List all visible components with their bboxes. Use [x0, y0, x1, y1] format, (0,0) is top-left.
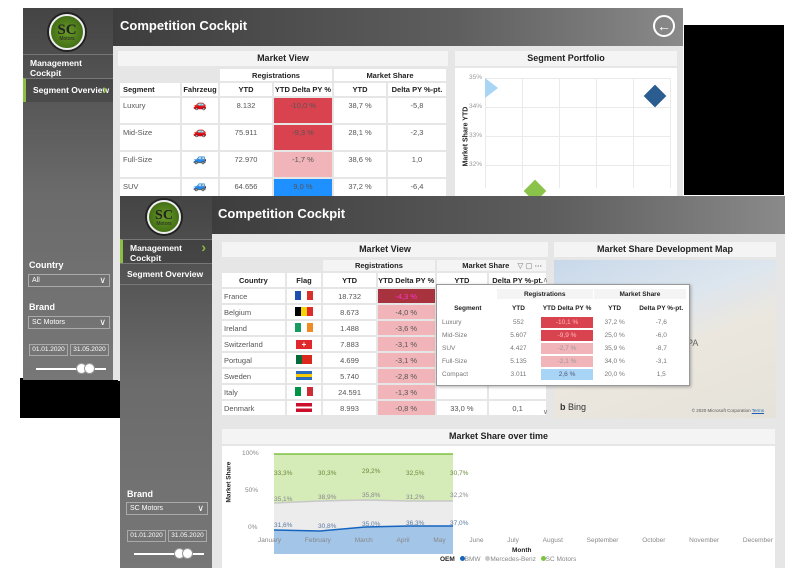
brand-dropdown[interactable]: SC Motors ∨: [126, 502, 208, 515]
page-title: Competition Cockpit: [120, 18, 248, 33]
date-slider-track[interactable]: [134, 553, 204, 555]
tooltip-row: SUV 4.427 -2,7 % 35,9 % -8,7: [440, 343, 686, 354]
tooltip-row: Luxury 552 -10,1 % 37,2 % -7,6: [440, 317, 686, 328]
scroll-down-icon[interactable]: ∨: [542, 409, 548, 416]
panel-title: Market View: [118, 51, 448, 66]
date-to-input[interactable]: 31.05.2020: [70, 344, 109, 356]
nav-segment-overview[interactable]: Segment Overview ›: [23, 78, 113, 102]
sc-motors-logo: SC Motors: [49, 14, 85, 50]
col-ytd[interactable]: YTD: [220, 83, 272, 96]
chevron-right-icon: ›: [201, 239, 206, 255]
col-segment[interactable]: Segment: [120, 83, 180, 96]
legend-item-bmw[interactable]: BMW: [457, 556, 481, 563]
table-row[interactable]: Mid-Size 🚗 75.911 -9,3 % 28,1 % -2,3: [120, 125, 446, 150]
more-options-icon[interactable]: ⋯: [534, 261, 543, 270]
panel-title: Market View: [222, 242, 548, 257]
col-ytd-delta[interactable]: YTD Delta PY %: [274, 83, 332, 96]
area-chart: Market Share 100% 50% 0% 33,3% 30,3% 29,…: [222, 446, 775, 568]
front-sidebar: SC Motors Management Cockpit › Segment O…: [120, 196, 212, 568]
back-header: Competition Cockpit ←: [113, 8, 683, 46]
country-dropdown[interactable]: All ∨: [28, 274, 110, 287]
x-axis-ticks: January February March April May June Ju…: [258, 537, 773, 544]
table-row[interactable]: Full-Size 🚙 72.970 -1,7 % 38,6 % 1,0: [120, 152, 446, 177]
chevron-down-icon: ∨: [197, 503, 204, 513]
date-to-input[interactable]: 31.05.2020: [168, 530, 207, 542]
tooltip-row: Full-Size 5.135 -2,1 % 34,0 % -3,1: [440, 356, 686, 367]
denmark-flag-icon: [286, 401, 322, 415]
portugal-flag-icon: [286, 353, 322, 367]
page-title: Competition Cockpit: [218, 206, 346, 221]
date-slider-knob-end[interactable]: [84, 363, 95, 374]
front-window: SC Motors Management Cockpit › Segment O…: [120, 196, 785, 568]
back-arrow-circle-icon[interactable]: ←: [653, 15, 675, 37]
col-country[interactable]: Country: [222, 273, 285, 287]
nav-management-cockpit[interactable]: Management Cockpit: [23, 54, 113, 78]
compact-car-icon: 🚗: [182, 125, 218, 150]
grid: [485, 78, 671, 188]
brand-dropdown[interactable]: SC Motors ∨: [28, 316, 110, 329]
hatchback-icon: 🚙: [182, 152, 218, 177]
col-ytd[interactable]: YTD: [323, 273, 376, 287]
legend: OEM BMW Mercedes-Benz SC Motors: [440, 556, 577, 563]
panel-title: Market Share over time: [222, 429, 775, 444]
nav-segment-overview[interactable]: Segment Overview: [120, 263, 212, 285]
col-ms-ytd[interactable]: YTD: [334, 83, 386, 96]
focus-mode-icon[interactable]: ▢: [525, 261, 533, 270]
segment-marker-compact[interactable]: [485, 78, 498, 98]
brand-slicer-label: Brand: [127, 489, 154, 499]
scroll-up-icon[interactable]: ∧: [542, 277, 548, 284]
legend-item-sc-motors[interactable]: SC Motors: [538, 556, 576, 563]
nav-management-cockpit[interactable]: Management Cockpit ›: [120, 239, 212, 263]
chevron-down-icon: ∨: [99, 275, 106, 285]
filter-icon[interactable]: ▽: [517, 261, 524, 270]
ireland-flag-icon: [286, 321, 322, 335]
shadow-left: [20, 378, 120, 418]
front-canvas: Market View Registrations Market Share ▽…: [212, 234, 785, 568]
chevron-right-icon: ›: [102, 81, 107, 97]
chevron-down-icon: ∨: [99, 317, 106, 327]
col-ytd-delta[interactable]: YTD Delta PY %: [377, 273, 435, 287]
stacked-area-plot[interactable]: [222, 446, 775, 568]
col-ms-delta[interactable]: Delta PY %-pt.: [388, 83, 446, 96]
col-ms-ytd[interactable]: YTD: [436, 273, 488, 287]
brand-slicer-label: Brand: [29, 302, 56, 312]
segment-table: Registrations Market Share Segment Fahrz…: [118, 67, 448, 206]
market-share-over-time-panel: Market Share over time Market Share 100%…: [218, 424, 779, 568]
date-from-input[interactable]: 01.01.2020: [29, 344, 68, 356]
sweden-flag-icon: [286, 369, 322, 383]
italy-flag-icon: [286, 385, 322, 399]
back-sidebar: SC Motors Management Cockpit Segment Ove…: [23, 8, 113, 380]
switzerland-flag-icon: +: [286, 337, 322, 351]
col-vehicle[interactable]: Fahrzeug: [182, 83, 218, 96]
table-row[interactable]: Italy 24.591 -1,3 %: [222, 385, 546, 399]
date-from-input[interactable]: 01.01.2020: [127, 530, 166, 542]
tooltip-row: Mid-Size 5.607 -9,9 % 25,0 % -6,0: [440, 330, 686, 341]
france-flag-icon: [286, 289, 322, 303]
panel-title: Market Share Development Map: [554, 242, 776, 257]
table-row[interactable]: Luxury 🚗 8.132 -10,0 % 38,7 % -5,8: [120, 98, 446, 123]
table-row[interactable]: Denmark 8.993 -0,8 % 33,0 % 0,1: [222, 401, 546, 415]
shadow-right: [684, 25, 784, 195]
terms-link[interactable]: Terms: [751, 408, 764, 413]
col-ms-delta[interactable]: Delta PY %-pt.: [489, 273, 546, 287]
date-slider-knob-end[interactable]: [182, 548, 193, 559]
tooltip-row: Compact 3.011 2,6 % 20,0 % 1,5: [440, 369, 686, 380]
front-header: Competition Cockpit: [212, 196, 785, 234]
x-axis-label: Month: [512, 547, 532, 554]
country-slicer-label: Country: [29, 260, 64, 270]
sc-motors-logo: SC Motors: [147, 200, 181, 234]
date-slider-track[interactable]: [36, 368, 106, 370]
col-flag[interactable]: Flag: [286, 273, 322, 287]
tooltip: Registrations Market Share Segment YTD Y…: [436, 284, 690, 386]
bing-logo: b Bing: [560, 402, 587, 412]
legend-item-mercedes-benz[interactable]: Mercedes-Benz: [482, 556, 536, 563]
belgium-flag-icon: [286, 305, 322, 319]
sedan-icon: 🚗: [182, 98, 218, 123]
panel-title: Segment Portfolio: [455, 51, 677, 66]
